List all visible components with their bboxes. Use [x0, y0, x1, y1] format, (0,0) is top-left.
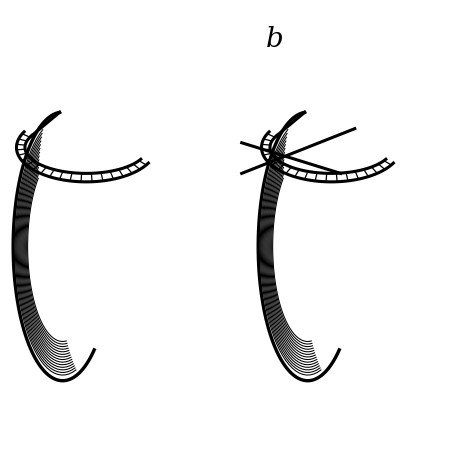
Text: b: b — [266, 26, 283, 53]
